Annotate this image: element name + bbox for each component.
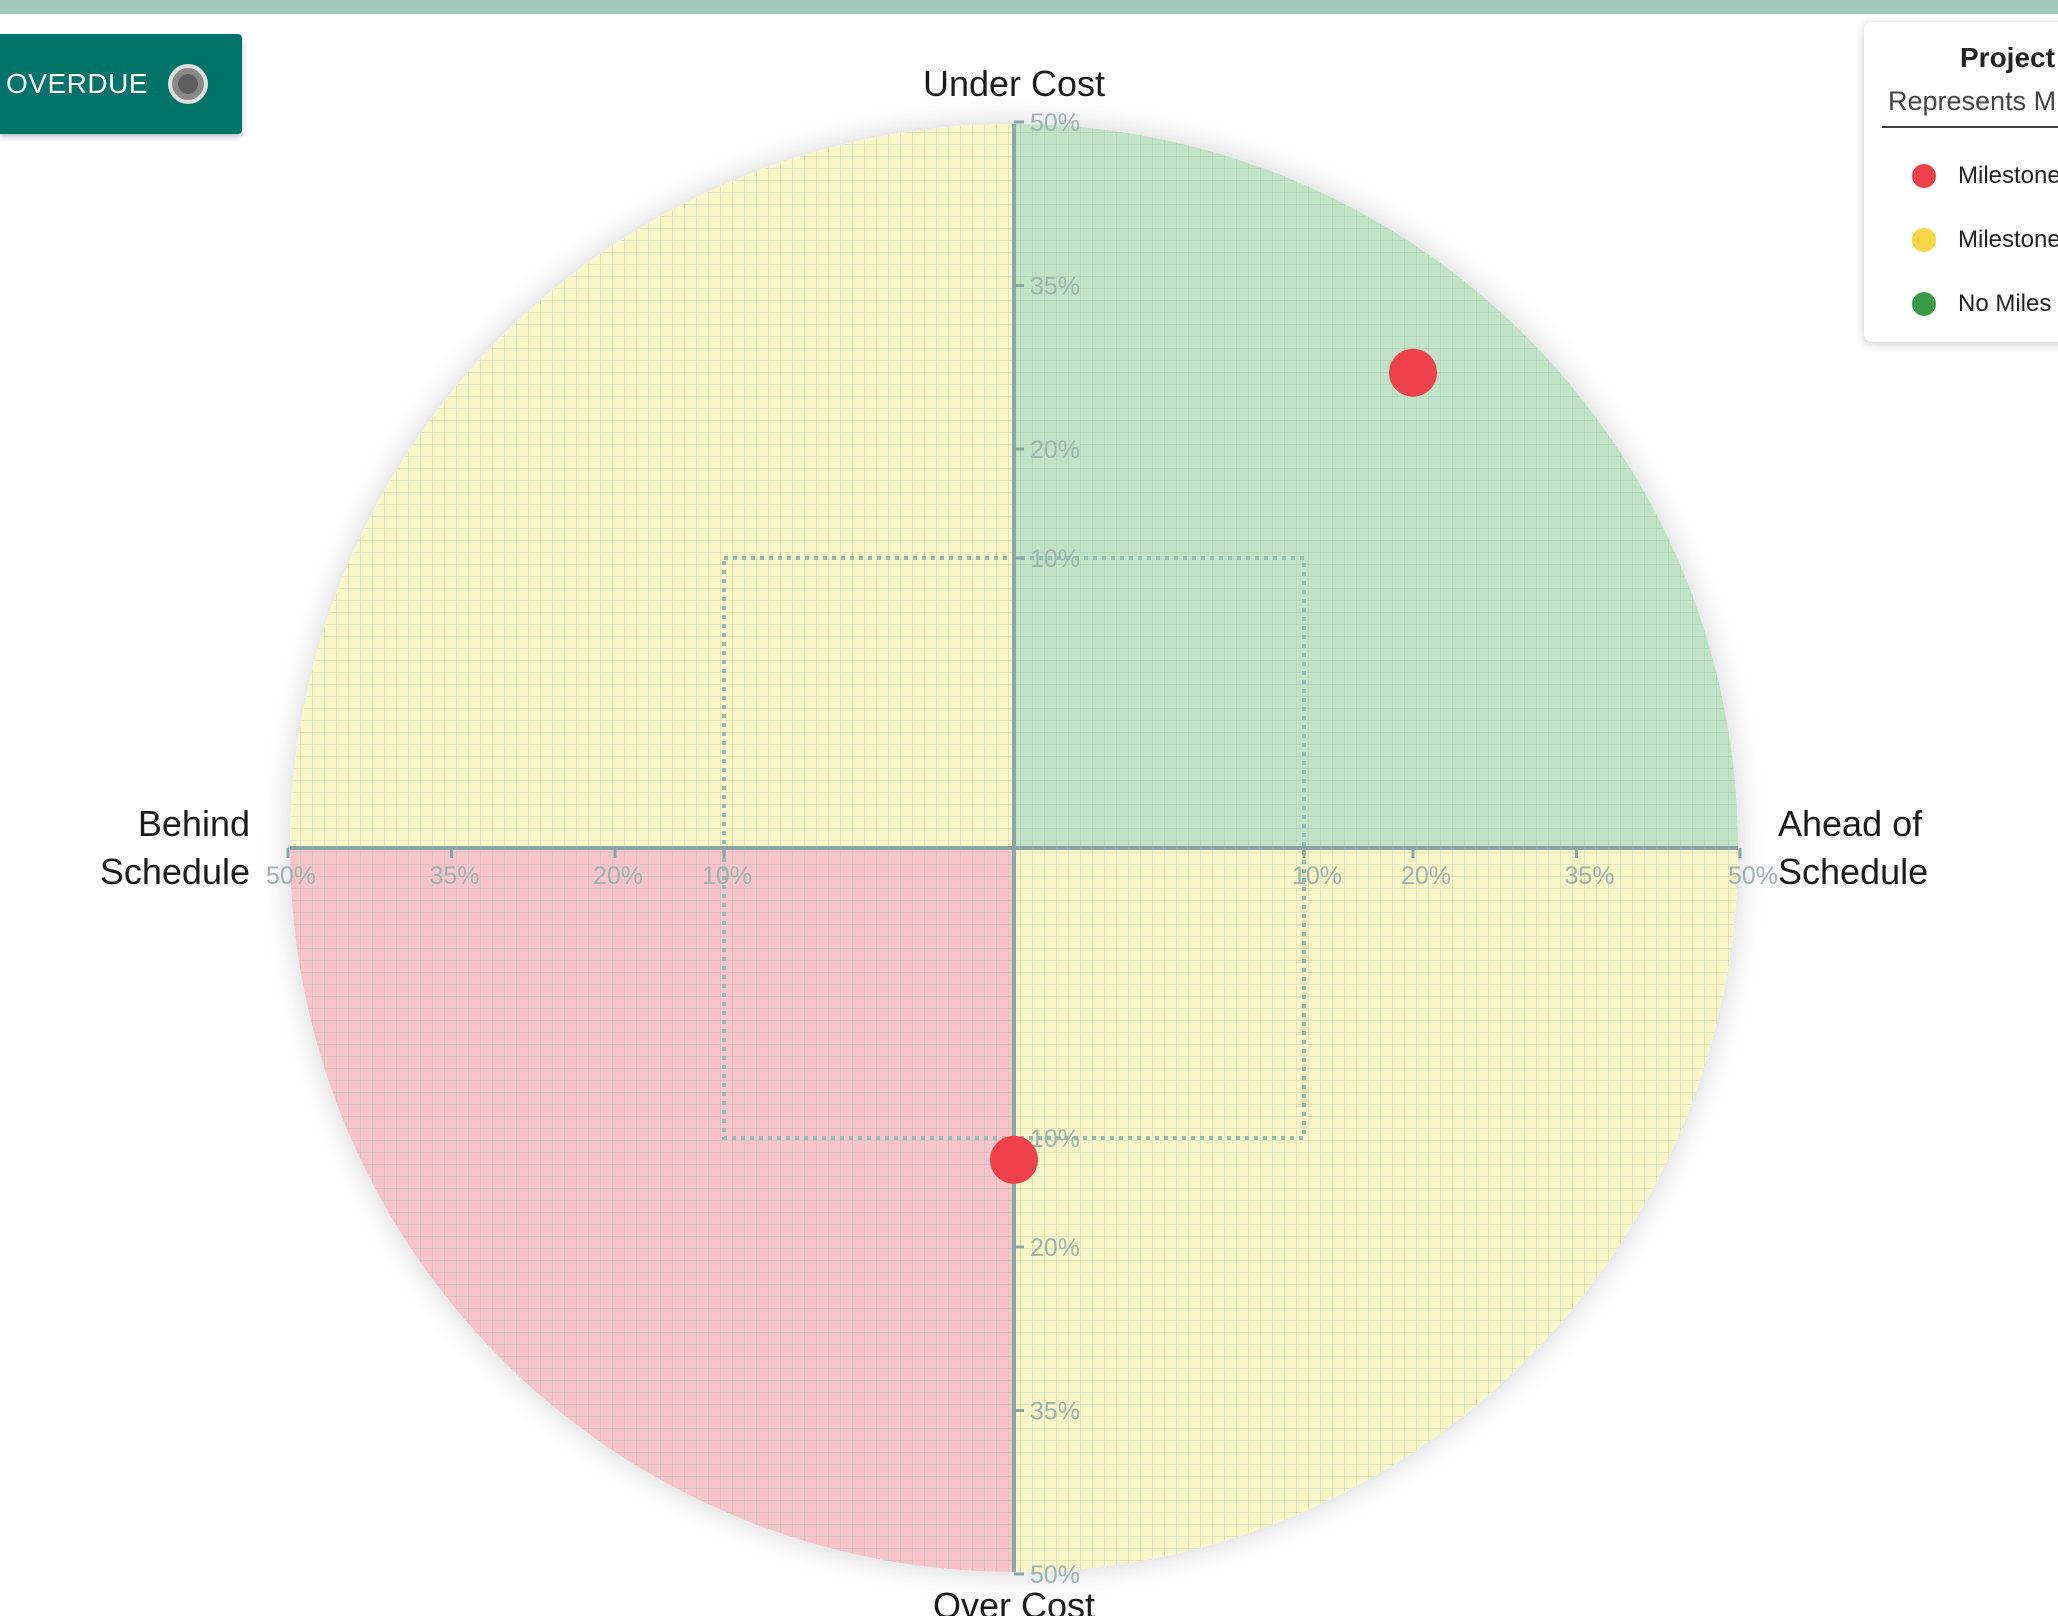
overdue-toggle-label: S OVERDUE <box>0 68 148 99</box>
top-accent-bar <box>0 0 2058 14</box>
chart-disc <box>290 124 1738 1572</box>
y-tick-label: 35% <box>1030 273 1080 301</box>
yellow-dot-icon <box>1912 228 1936 252</box>
toggle-radio-icon[interactable] <box>168 64 208 104</box>
legend-item-yellow: Milestone <box>1912 220 2058 260</box>
axis-title-right: Ahead of <box>1778 803 1923 844</box>
axis-title-right: Schedule <box>1778 851 1928 892</box>
x-tick-label: 20% <box>593 862 643 890</box>
axis-title-bottom: Over Cost <box>933 1585 1095 1616</box>
red-dot-icon <box>1912 164 1936 188</box>
x-tick-label: 10% <box>702 862 752 890</box>
legend-panel: Project Represents M Milestone Milestone… <box>1864 22 2058 342</box>
axis-title-left: Behind <box>138 803 250 844</box>
x-tick-label: 20% <box>1401 862 1451 890</box>
legend-title: Project <box>1960 42 2055 73</box>
y-tick-label: 20% <box>1030 436 1080 464</box>
x-tick-label: 50% <box>1728 862 1778 890</box>
legend-divider <box>1882 126 2058 128</box>
x-tick-label: 35% <box>1565 862 1615 890</box>
y-tick-label: 50% <box>1030 1561 1080 1589</box>
x-tick-label: 10% <box>1292 862 1342 890</box>
legend-item-red: Milestone <box>1912 156 2058 196</box>
legend-item-label: Milestone <box>1958 162 2058 189</box>
overdue-toggle-button[interactable]: S OVERDUE <box>0 34 242 134</box>
data-point[interactable] <box>1389 348 1437 397</box>
green-dot-icon <box>1912 292 1936 316</box>
y-tick-label: 10% <box>1030 545 1080 573</box>
legend-item-green: No Miles <box>1912 284 2051 324</box>
data-point[interactable] <box>990 1135 1038 1184</box>
x-tick-label: 50% <box>266 862 316 890</box>
y-tick-label: 20% <box>1030 1234 1080 1262</box>
axis-title-left: Schedule <box>100 851 250 892</box>
legend-item-label: Milestone <box>1958 226 2058 253</box>
x-tick-label: 35% <box>430 862 480 890</box>
legend-item-label: No Miles <box>1958 290 2052 317</box>
legend-subtitle: Represents M <box>1888 86 2057 116</box>
y-tick-label: 10% <box>1030 1125 1080 1153</box>
y-tick-label: 35% <box>1030 1398 1080 1426</box>
axis-title-top: Under Cost <box>923 63 1105 104</box>
y-tick-label: 50% <box>1030 109 1080 137</box>
